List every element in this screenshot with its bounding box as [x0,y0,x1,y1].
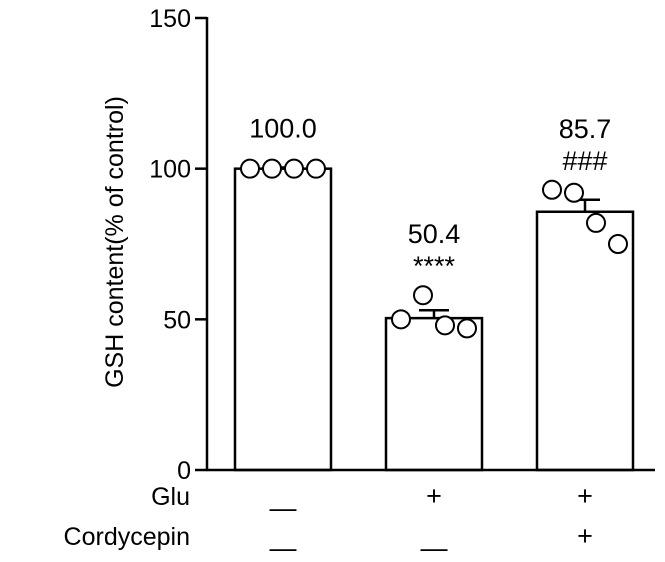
value-label-1: 50.4 [408,219,461,249]
significance-label-1: **** [413,251,456,281]
condition-sign-0-0: — [270,493,297,523]
y-axis-label: GSH content(% of control) [101,96,129,388]
data-point-1-1 [413,285,433,306]
data-point-0-3 [306,158,326,179]
data-point-0-2 [284,158,304,179]
data-point-2-1 [564,182,584,203]
data-point-2-2 [586,212,606,233]
bars-group [233,167,635,472]
y-tick-label-0: 0 [177,457,191,485]
data-point-2-3 [608,234,628,254]
condition-rows-group: Glu — + + Cordycepin — — + [64,481,593,562]
condition-label-0: Glu [151,483,190,511]
data-point-1-0 [391,309,411,330]
data-points-group [240,158,628,339]
bar-0 [233,167,333,472]
data-point-2-0 [542,179,562,200]
condition-sign-1-2: + [577,521,593,551]
value-labels-group: 100.0 ****50.4 ###85.7 [249,113,611,281]
bar-2 [535,210,635,472]
value-label-0: 100.0 [249,113,317,143]
condition-sign-0-1: + [426,481,442,511]
condition-sign-1-0: — [270,533,297,562]
data-point-0-0 [240,158,260,179]
condition-sign-1-1: — [421,533,448,562]
data-point-1-3 [457,318,477,339]
condition-label-1: Cordycepin [64,523,190,551]
y-tick-label-100: 100 [149,156,191,184]
y-ticks-group: 0 50 100 150 [149,5,207,485]
value-label-2: 85.7 [559,114,612,144]
y-tick-label-50: 50 [163,306,191,334]
significance-label-2: ### [562,146,607,176]
data-point-0-1 [262,158,282,179]
condition-sign-0-2: + [577,481,593,511]
bar-1 [384,316,484,472]
y-tick-label-150: 150 [149,5,191,33]
data-point-1-2 [435,315,455,336]
